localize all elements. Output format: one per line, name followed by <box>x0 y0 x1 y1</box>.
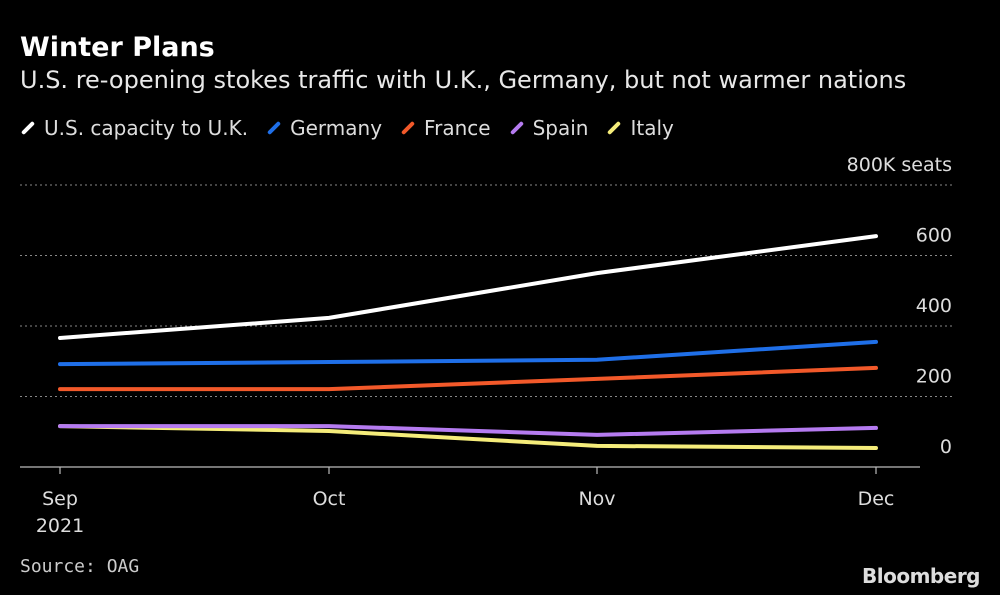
y-tick-label: 800K seats <box>847 154 952 176</box>
legend: U.S. capacity to U.K. Germany France Spain I… <box>20 116 674 140</box>
chart-title: Winter Plans <box>20 32 215 63</box>
legend-label: Italy <box>630 116 674 140</box>
x-tick-label: Dec <box>858 488 895 510</box>
series-line-france <box>58 365 878 392</box>
legend-label: Spain <box>532 116 589 140</box>
bloomberg-logo: Bloomberg <box>862 564 980 588</box>
x-tick-label: Oct <box>313 488 346 510</box>
x-year-label: 2021 <box>36 515 84 537</box>
x-tick-label: Nov <box>578 488 615 510</box>
legend-label: France <box>424 116 491 140</box>
series-line-italy <box>58 424 878 450</box>
legend-label: U.S. capacity to U.K. <box>44 116 249 140</box>
source-note: Source: OAG <box>20 556 140 577</box>
legend-label: Germany <box>290 116 383 140</box>
series-line-spain <box>58 424 878 437</box>
series-line-u-s-capacity-to-u-k- <box>58 234 878 340</box>
x-tick-label: Sep <box>42 488 78 510</box>
legend-item: France <box>400 116 491 140</box>
series-line-germany <box>58 339 878 367</box>
y-tick-label: 400 <box>916 295 952 317</box>
y-tick-label: 600 <box>916 225 952 247</box>
y-tick-label: 0 <box>940 436 952 458</box>
chart-subtitle: U.S. re-opening stokes traffic with U.K.… <box>20 66 907 94</box>
legend-item: Spain <box>509 116 589 140</box>
legend-item: Germany <box>266 116 382 140</box>
legend-item: Italy <box>606 116 674 140</box>
y-tick-label: 200 <box>916 366 952 388</box>
legend-item: U.S. capacity to U.K. <box>20 116 248 140</box>
